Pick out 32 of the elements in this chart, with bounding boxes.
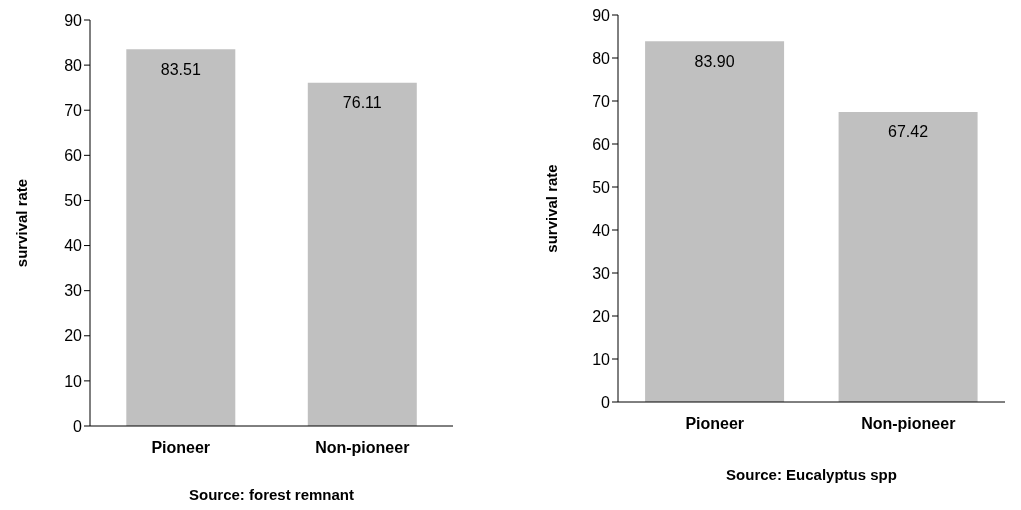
y-tick-label: 40: [64, 237, 83, 255]
data-label: 83.90: [694, 52, 735, 70]
y-tick-label: 20: [592, 307, 611, 325]
y-tick-label: 60: [64, 147, 83, 165]
x-tick-label: Non-pioneer: [861, 415, 956, 433]
x-tick-label: Pioneer: [151, 439, 211, 457]
y-tick-label: 70: [64, 101, 83, 119]
x-tick-label: Non-pioneer: [315, 439, 410, 457]
y-axis-title: survival rate: [13, 178, 31, 268]
y-tick-label: 10: [592, 350, 611, 368]
y-tick-label: 0: [73, 417, 83, 435]
y-tick-label: 0: [601, 393, 611, 411]
y-tick-label: 30: [592, 264, 611, 282]
x-tick-label: Pioneer: [685, 415, 745, 433]
y-tick-label: 90: [64, 11, 83, 29]
y-tick-label: 50: [64, 192, 83, 210]
y-tick-label: 40: [592, 221, 611, 239]
data-label: 76.11: [342, 94, 382, 112]
y-tick-label: 80: [64, 56, 83, 74]
y-tick-label: 70: [592, 92, 611, 110]
y-tick-label: 50: [592, 178, 611, 196]
data-label: 83.51: [160, 60, 201, 78]
y-tick-label: 30: [64, 282, 83, 300]
y-axis-title: survival rate: [543, 164, 561, 253]
y-tick-label: 80: [592, 49, 611, 67]
y-tick-label: 20: [64, 327, 83, 345]
y-tick-label: 60: [592, 135, 611, 153]
y-tick-label: 90: [592, 6, 611, 24]
x-axis-title: Source: Eucalyptus spp: [726, 466, 897, 483]
y-tick-label: 10: [64, 372, 83, 390]
data-label: 67.42: [888, 123, 929, 141]
x-axis-title: Source: forest remnant: [188, 486, 355, 503]
